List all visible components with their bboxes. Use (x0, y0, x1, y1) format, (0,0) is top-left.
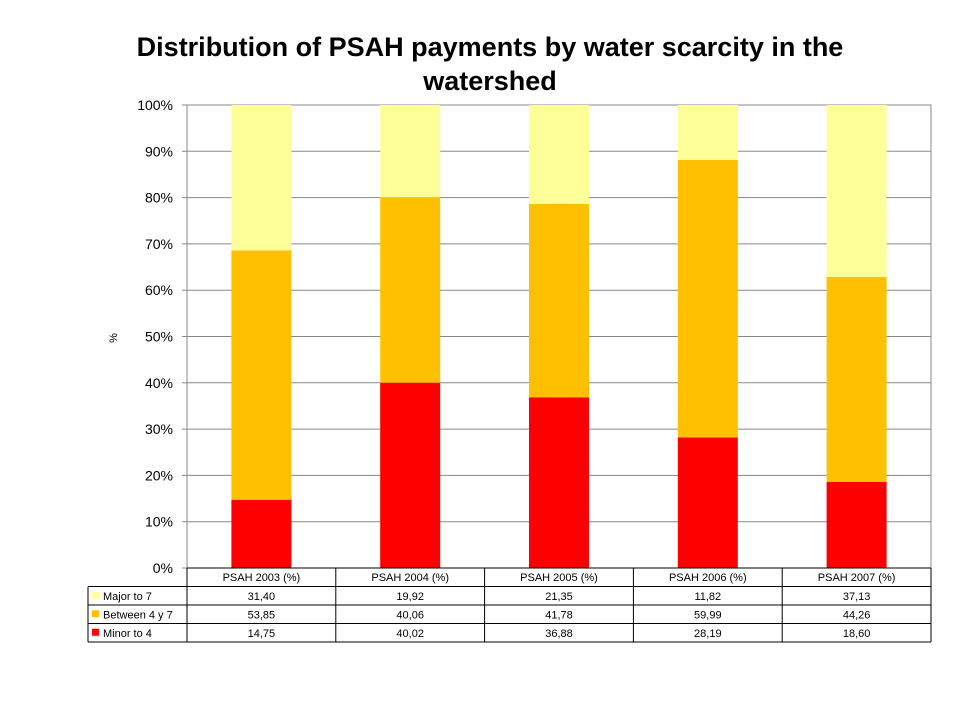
data-table-cell: 11,82 (694, 591, 721, 603)
bar-segment (677, 437, 738, 568)
bar-segment (826, 481, 887, 568)
y-tick-label: 40% (145, 375, 173, 391)
data-table-cell: 28,19 (694, 628, 722, 640)
y-tick-label: 20% (145, 467, 173, 483)
data-table-cell: 19,92 (396, 591, 424, 603)
bar-segment (677, 105, 738, 160)
data-table-cell: 41,78 (545, 609, 573, 621)
data-table-cell: 14,75 (248, 628, 276, 640)
bar-segment (231, 105, 292, 251)
y-tick-label: 0% (153, 560, 173, 576)
bar-segment (231, 250, 292, 500)
bar-segment (380, 197, 441, 383)
bar-segment (529, 105, 589, 204)
bar-segment (826, 105, 887, 277)
data-table-cell: 40,02 (396, 628, 424, 640)
bar-segment (380, 105, 441, 198)
bar-segment (231, 499, 292, 568)
y-axis-label: % (108, 333, 120, 343)
x-category-label: PSAH 2006 (%) (669, 572, 747, 584)
legend-swatch (92, 591, 99, 599)
bar-segment (826, 276, 887, 482)
x-category-label: PSAH 2007 (%) (818, 572, 896, 584)
y-tick-label: 100% (137, 97, 173, 113)
legend-entry: Between 4 y 7 (103, 609, 173, 621)
bar-segment (529, 397, 589, 568)
data-table-cell: 40,06 (396, 609, 424, 621)
legend-entry: Minor to 4 (103, 628, 152, 640)
bar-segment (380, 382, 441, 568)
data-table-cell: 36,88 (545, 628, 573, 640)
bar-segment (529, 203, 589, 398)
x-category-label: PSAH 2005 (%) (520, 572, 598, 584)
data-table-cell: 18,60 (843, 628, 871, 640)
y-tick-label: 80% (145, 190, 173, 206)
legend-entry: Major to 7 (103, 591, 152, 603)
y-tick-label: 90% (145, 143, 173, 159)
legend-swatch (92, 610, 99, 618)
bar-segment (677, 159, 738, 438)
x-category-label: PSAH 2004 (%) (371, 572, 449, 584)
x-category-label: PSAH 2003 (%) (223, 572, 301, 584)
y-tick-label: 50% (145, 329, 173, 345)
y-tick-label: 60% (145, 282, 173, 298)
y-tick-label: 70% (145, 236, 173, 252)
data-table-cell: 44,26 (843, 609, 871, 621)
data-table-cell: 21,35 (545, 591, 573, 603)
data-table-cell: 53,85 (248, 609, 276, 621)
y-tick-label: 30% (145, 421, 173, 437)
legend-swatch (92, 628, 99, 636)
data-table-cell: 31,40 (248, 591, 276, 603)
data-table-cell: 37,13 (843, 591, 871, 603)
data-table-cell: 59,99 (694, 609, 722, 621)
chart-title: Distribution of PSAH payments by water s… (136, 32, 844, 96)
y-tick-label: 10% (145, 514, 173, 530)
